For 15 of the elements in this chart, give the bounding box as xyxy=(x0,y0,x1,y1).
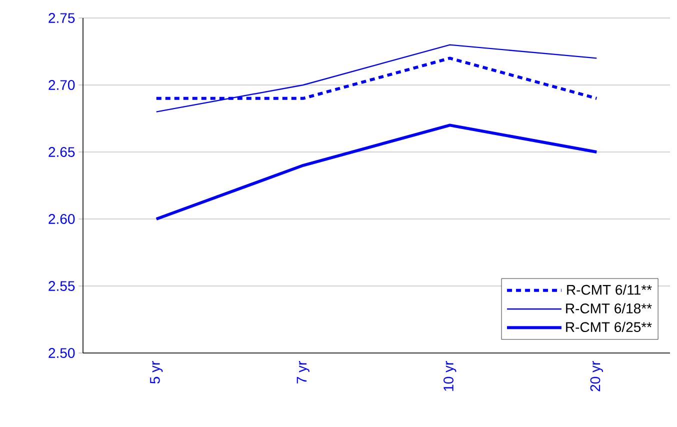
y-tick-label: 2.55 xyxy=(48,281,75,291)
x-tick-label: 5 yr xyxy=(150,361,163,384)
y-tick-label: 2.60 xyxy=(48,214,75,224)
x-tick-label: 10 yr xyxy=(444,361,456,391)
x-tick-label: 7 yr xyxy=(296,361,310,384)
x-tick-label: 20 yr xyxy=(590,361,603,392)
y-tick-label: 2.65 xyxy=(48,147,75,157)
legend-label: R-CMT 6/25** xyxy=(566,322,652,332)
y-tick-label: 2.50 xyxy=(48,348,75,358)
line-series xyxy=(154,124,598,220)
line-series xyxy=(156,44,598,112)
legend-label: R-CMT 6/11** xyxy=(567,284,652,295)
y-tick-label: 2.70 xyxy=(48,80,75,90)
legend-label: R-CMT 6/18** xyxy=(566,303,652,314)
y-tick-label: 2.75 xyxy=(48,13,75,23)
